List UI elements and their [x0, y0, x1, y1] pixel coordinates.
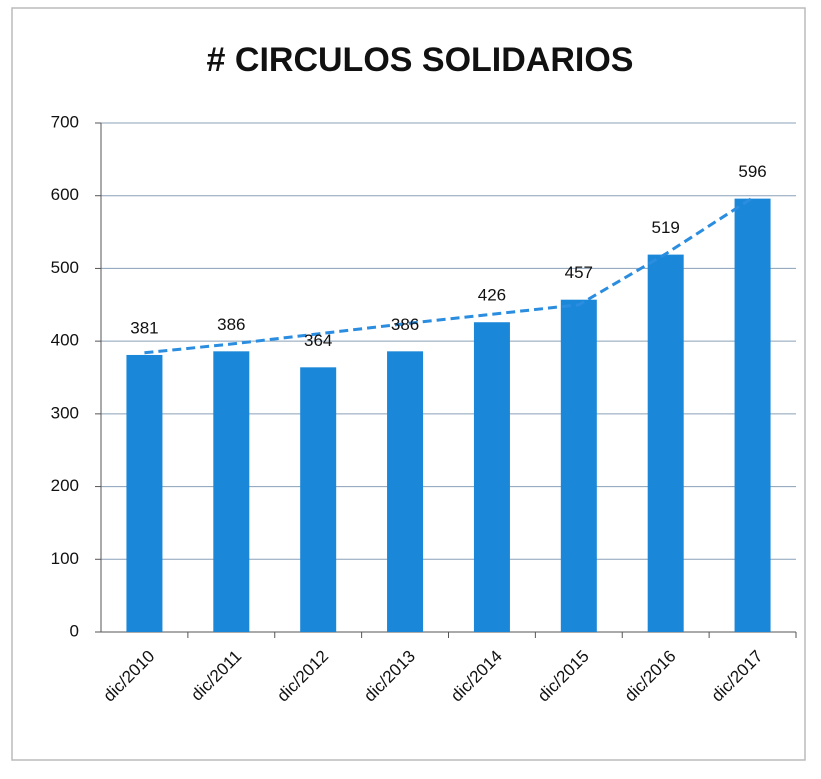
y-tick-label: 400 [51, 331, 79, 350]
data-label: 457 [565, 263, 593, 282]
data-label: 364 [304, 331, 332, 350]
bar [473, 322, 510, 632]
chart-title: # CIRCULOS SOLIDARIOS [207, 41, 634, 79]
y-tick-label: 300 [51, 403, 79, 422]
bar [647, 254, 684, 632]
bar [126, 354, 163, 632]
y-tick-label: 700 [51, 112, 79, 131]
data-label: 386 [391, 315, 419, 334]
bar [300, 367, 337, 632]
data-label: 381 [130, 318, 158, 337]
y-tick-label: 500 [51, 258, 79, 277]
data-label: 519 [652, 218, 680, 237]
bar [387, 351, 424, 632]
y-tick-label: 600 [51, 185, 79, 204]
y-tick-label: 200 [51, 476, 79, 495]
data-label: 596 [738, 162, 766, 181]
trend-line [144, 196, 754, 355]
data-label: 426 [478, 286, 506, 305]
data-label: 386 [217, 315, 245, 334]
bar [213, 351, 250, 632]
y-tick-label: 0 [70, 621, 79, 640]
bar [734, 198, 771, 632]
bar [560, 299, 597, 632]
y-tick-label: 100 [51, 549, 79, 568]
